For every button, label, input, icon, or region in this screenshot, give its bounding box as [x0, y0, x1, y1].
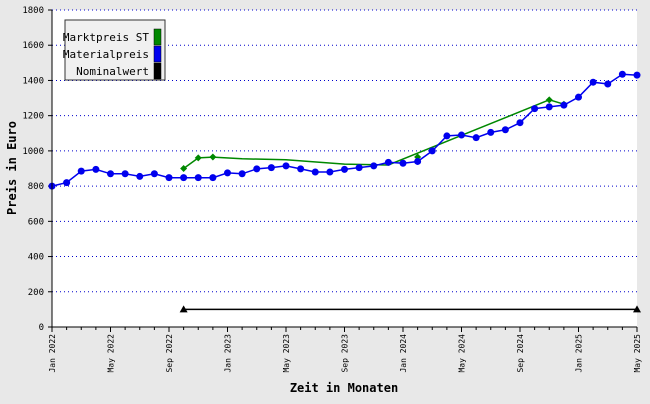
x-tick-label: May 2022 [107, 334, 116, 373]
marktpreis-st-point [194, 154, 202, 162]
materialpreis-point [458, 131, 465, 139]
materialpreis-point [384, 158, 392, 166]
series-layer [48, 70, 641, 313]
marktpreis-st-point [209, 153, 217, 161]
materialpreis-point [428, 147, 436, 155]
legend: Marktpreis ST Materialpreis Nominalwert [63, 19, 166, 81]
materialpreis-point [63, 179, 71, 187]
x-tick-label: May 2023 [282, 334, 291, 373]
materialpreis-point [589, 78, 597, 86]
x-tick-label: Jan 2024 [399, 334, 408, 373]
y-tick-label: 1600 [22, 41, 44, 51]
legend-swatch-materialpreis [153, 45, 162, 63]
materialpreis-point [238, 170, 246, 178]
x-axis-title: Zeit in Monaten [290, 381, 398, 395]
y-tick-label: 800 [28, 182, 44, 192]
legend-box [64, 19, 166, 81]
y-tick-label: 0 [39, 323, 44, 333]
materialpreis-point [399, 159, 407, 167]
materialpreis-point [604, 80, 612, 88]
y-tick-label: 1000 [22, 147, 44, 157]
y-tick-label: 1400 [22, 76, 44, 86]
materialpreis-point [150, 170, 158, 178]
x-tick-label: Jan 2023 [224, 334, 233, 373]
legend-label-materialpreis: Materialpreis [63, 48, 149, 61]
y-tick-label: 1800 [22, 6, 44, 16]
x-tick-label: Jan 2022 [48, 334, 57, 373]
materialpreis-point [487, 128, 495, 136]
materialpreis-point [165, 174, 173, 182]
materialpreis-point [501, 126, 509, 134]
marktpreis-st-line [183, 99, 565, 170]
materialpreis-point [209, 174, 217, 182]
x-tick-label: Sep 2022 [165, 334, 174, 373]
materialpreis-point [414, 157, 422, 165]
nominalwert-point [179, 305, 188, 313]
x-tick-label: May 2025 [633, 334, 642, 373]
materialpreis-point [560, 101, 568, 109]
gridlines [52, 9, 637, 293]
materialpreis-point [472, 134, 480, 142]
materialpreis-point [618, 70, 626, 78]
y-tick-label: 200 [28, 288, 44, 298]
y-axis: 0 200 400 600 800 1000 1200 1400 1600 1800 [22, 6, 52, 333]
materialpreis-point [107, 170, 114, 178]
materialpreis-point [224, 169, 231, 177]
x-tick-label: Sep 2023 [341, 334, 350, 373]
x-tick-label: Jan 2025 [575, 334, 584, 373]
y-tick-label: 1200 [22, 112, 44, 122]
legend-label-marktpreis-st: Marktpreis ST [63, 31, 149, 44]
materialpreis-point [297, 165, 305, 173]
materialpreis-point [136, 172, 144, 180]
marktpreis-st-point [180, 165, 188, 172]
materialpreis-point [194, 174, 202, 182]
nominalwert-point [633, 305, 641, 313]
marktpreis-st-point [545, 96, 553, 104]
materialpreis-point [545, 103, 553, 111]
legend-swatch-marktpreis-st [153, 28, 162, 46]
materialpreis-point [311, 168, 319, 176]
materialpreis-point [633, 71, 641, 79]
materialpreis-point [267, 164, 275, 172]
materialpreis-point [516, 119, 524, 127]
materialpreis-point [531, 105, 539, 113]
materialpreis-point [326, 168, 334, 176]
materialpreis-point [121, 170, 129, 178]
materialpreis-point [92, 165, 100, 173]
y-tick-label: 400 [28, 253, 44, 263]
materialpreis-point [355, 164, 363, 172]
materialpreis-point [282, 162, 290, 170]
materialpreis-point [443, 132, 451, 140]
y-tick-label: 600 [28, 217, 44, 227]
x-tick-label: Sep 2024 [516, 334, 525, 373]
y-axis-title: Preis in Euro [5, 121, 19, 215]
legend-label-nominalwert: Nominalwert [76, 65, 149, 78]
materialpreis-point [253, 165, 261, 173]
materialpreis-point [370, 162, 378, 170]
materialpreis-point [77, 167, 85, 175]
x-tick-label: May 2024 [458, 334, 467, 373]
legend-swatch-nominalwert [153, 62, 162, 80]
materialpreis-point [341, 165, 348, 173]
materialpreis-point [575, 93, 582, 101]
materialpreis-point [180, 174, 188, 182]
x-axis: Jan 2022 May 2022 Sep 2022 Jan 2023 May 2023… [48, 327, 642, 373]
